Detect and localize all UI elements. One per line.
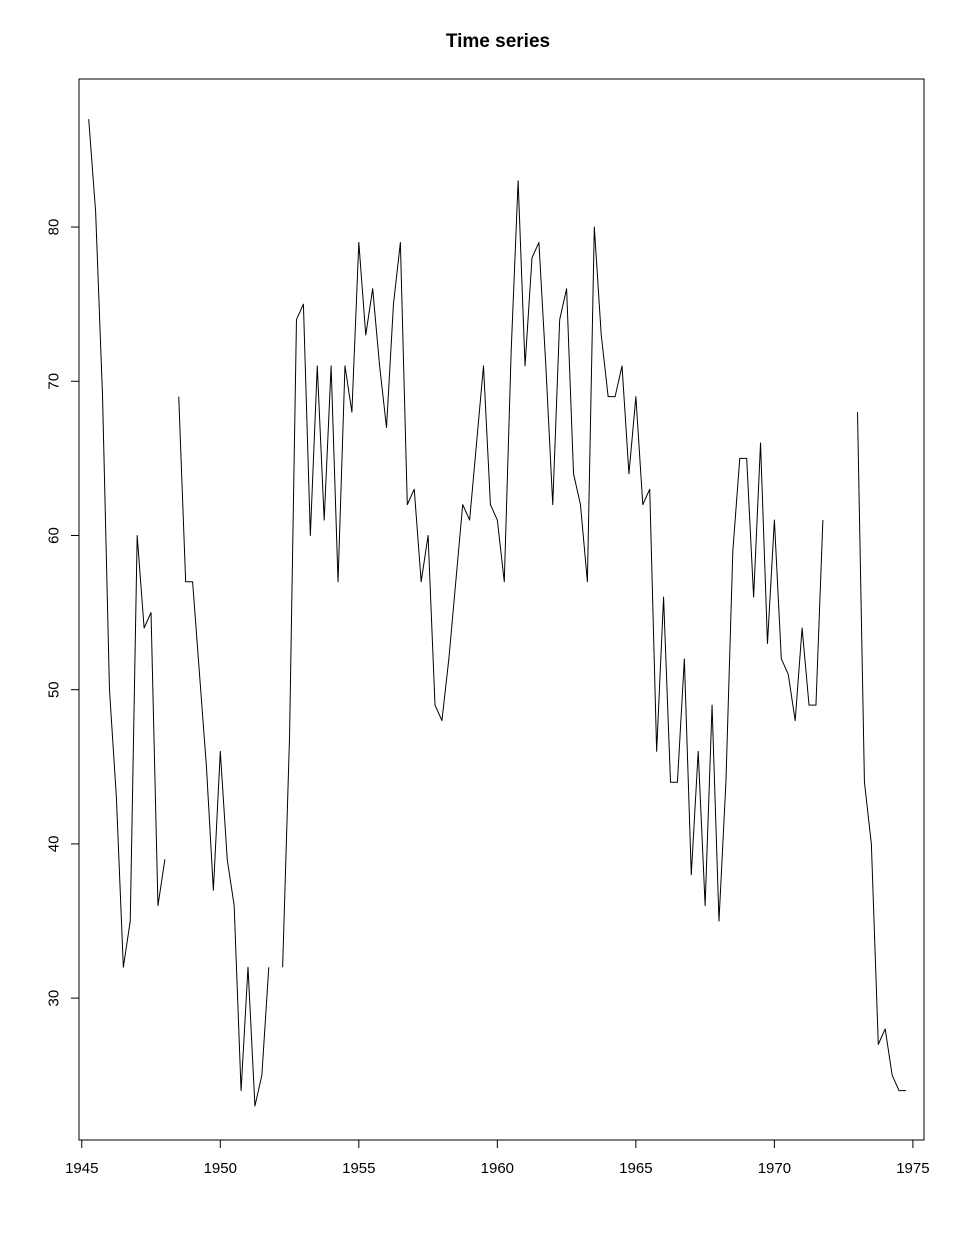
series-layer xyxy=(88,119,906,1107)
x-tick-label: 1950 xyxy=(204,1160,237,1177)
series-line-0 xyxy=(88,119,906,1107)
x-tick-label: 1970 xyxy=(758,1160,791,1177)
y-tick-label: 80 xyxy=(46,219,63,236)
x-tick-label: 1965 xyxy=(619,1160,652,1177)
x-tick-label: 1945 xyxy=(65,1160,98,1177)
y-axis: 30 40 50 60 70 80 xyxy=(46,219,80,1007)
plot-frame xyxy=(78,78,925,1141)
x-tick-label: 1960 xyxy=(481,1160,514,1177)
y-tick-label: 40 xyxy=(46,836,63,853)
y-tick-label: 60 xyxy=(46,527,63,544)
chart-title: Time series xyxy=(446,31,550,52)
x-axis: 1945 1950 1955 1960 1965 1970 1975 xyxy=(65,1139,930,1177)
x-tick-label: 1975 xyxy=(896,1160,929,1177)
y-tick-label: 70 xyxy=(46,373,63,390)
y-tick-label: 50 xyxy=(46,681,63,698)
y-tick-label: 30 xyxy=(46,990,63,1007)
x-tick-label: 1955 xyxy=(342,1160,375,1177)
